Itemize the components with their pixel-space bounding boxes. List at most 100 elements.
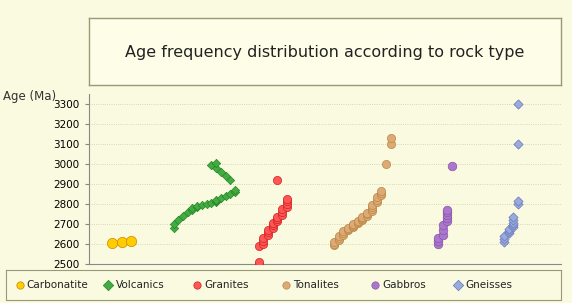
Point <box>514 199 523 204</box>
Point <box>282 196 291 201</box>
Point <box>282 204 291 209</box>
Point <box>386 135 395 140</box>
Point <box>268 220 277 225</box>
Point <box>126 239 136 244</box>
Point <box>504 231 513 235</box>
Point <box>104 282 113 287</box>
Point <box>329 241 339 246</box>
Point <box>386 142 395 146</box>
Point <box>376 191 386 195</box>
Point <box>212 165 221 170</box>
Point <box>183 209 192 214</box>
Point <box>499 233 509 238</box>
Point <box>358 216 367 221</box>
Point <box>509 214 518 219</box>
Point <box>353 219 362 224</box>
Point <box>514 201 523 206</box>
Point <box>367 206 376 211</box>
Point <box>443 212 452 217</box>
Point <box>372 200 381 205</box>
Point <box>339 229 348 234</box>
Point <box>231 187 240 192</box>
Point <box>174 217 183 222</box>
Point <box>281 282 291 287</box>
Point <box>363 213 372 218</box>
Point <box>231 189 240 194</box>
Point <box>216 169 225 174</box>
Point <box>169 221 178 226</box>
Point <box>282 201 291 206</box>
Point <box>504 229 513 234</box>
Point <box>438 232 447 237</box>
Point <box>268 225 277 230</box>
Point <box>509 218 518 222</box>
Point <box>499 236 509 241</box>
Point <box>273 177 282 182</box>
Point <box>339 231 348 235</box>
Point <box>329 242 339 247</box>
Point <box>188 205 197 210</box>
Point <box>348 223 358 228</box>
Point <box>259 238 268 243</box>
Point <box>509 220 518 225</box>
Point <box>382 161 391 166</box>
Point <box>509 225 518 229</box>
Text: Age frequency distribution according to rock type: Age frequency distribution according to … <box>125 45 525 60</box>
Point <box>273 214 282 219</box>
Point <box>263 232 272 237</box>
Text: Gabbros: Gabbros <box>382 280 426 290</box>
Point <box>443 215 452 220</box>
Point <box>193 203 202 208</box>
Point <box>353 221 362 225</box>
Point <box>212 198 221 203</box>
Point <box>193 204 202 209</box>
Point <box>344 226 353 231</box>
Point <box>443 218 452 223</box>
Point <box>339 232 348 237</box>
Point <box>117 239 126 244</box>
Text: Tonalites: Tonalites <box>293 280 339 290</box>
Point <box>370 282 379 287</box>
Point <box>454 282 463 287</box>
Point <box>372 197 381 202</box>
Point <box>263 227 272 232</box>
Point <box>363 210 372 215</box>
Point <box>499 239 509 244</box>
Point <box>193 282 202 287</box>
Point <box>443 209 452 214</box>
Point <box>358 218 367 222</box>
Point <box>514 142 523 146</box>
Point <box>254 243 263 248</box>
Point <box>207 162 216 167</box>
Point <box>197 202 206 207</box>
Point <box>348 224 358 228</box>
Point <box>263 229 272 234</box>
Point <box>443 207 452 212</box>
Point <box>277 212 287 217</box>
Point <box>268 222 277 227</box>
Point <box>212 160 221 165</box>
Point <box>178 213 188 218</box>
Point <box>259 235 268 240</box>
Point <box>259 241 268 246</box>
Point <box>434 235 443 240</box>
Point <box>353 220 362 225</box>
Point <box>438 228 447 232</box>
Point <box>207 200 216 205</box>
Point <box>434 238 443 243</box>
Point <box>221 173 230 178</box>
Point <box>254 259 263 264</box>
Point <box>348 225 358 229</box>
Point <box>348 222 358 227</box>
Point <box>447 163 456 168</box>
Point <box>363 212 372 217</box>
Point <box>334 236 343 241</box>
Point <box>188 207 197 212</box>
Point <box>358 217 367 221</box>
Text: Volcanics: Volcanics <box>116 280 164 290</box>
Point <box>225 177 235 182</box>
Point <box>254 261 263 266</box>
Point <box>367 204 376 209</box>
Point <box>334 234 343 239</box>
Point <box>329 239 339 244</box>
